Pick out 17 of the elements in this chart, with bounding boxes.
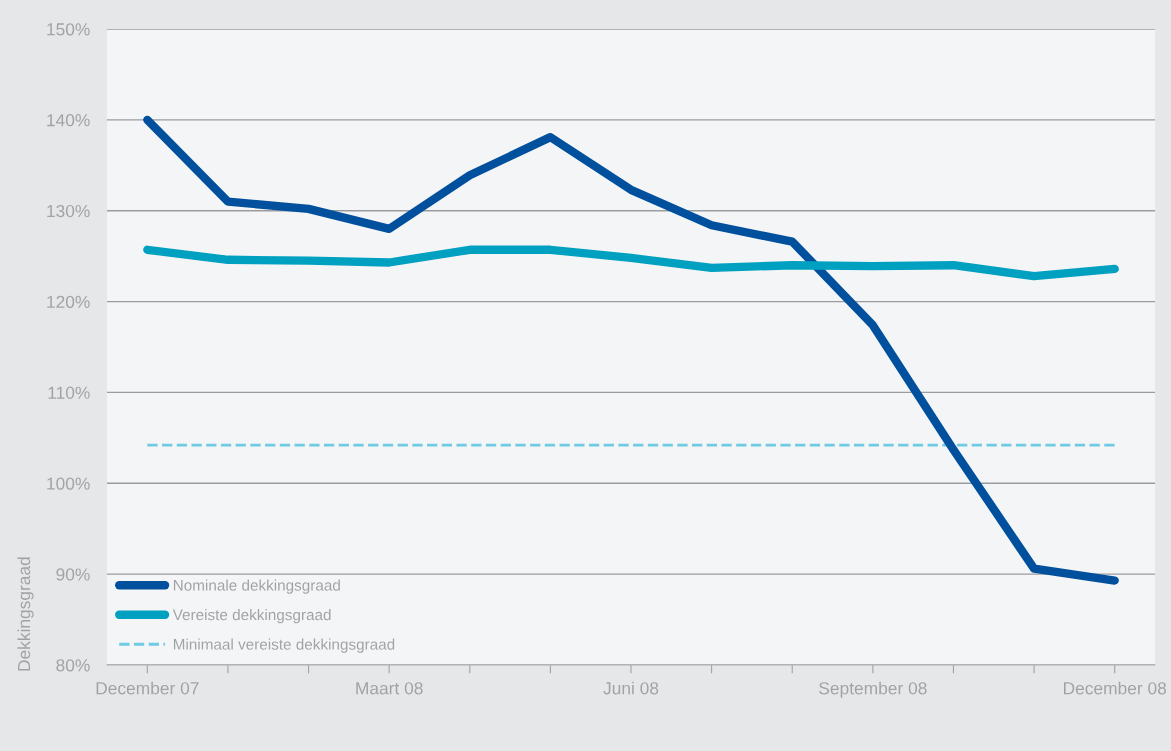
y-axis-title: Dekkingsgraad <box>17 557 34 671</box>
x-tick-label: Juni 08 <box>603 681 659 695</box>
y-tick-label: 80% <box>56 659 90 672</box>
x-tick-label: September 08 <box>819 681 927 698</box>
y-tick-label: 130% <box>47 204 90 218</box>
y-tick-label: 150% <box>47 23 90 36</box>
y-tick-label: 110% <box>48 386 90 399</box>
x-tick-label: Maart 08 <box>356 682 423 695</box>
x-tick-label: December 08 <box>1064 681 1167 695</box>
y-tick-label: 140% <box>47 114 90 127</box>
y-tick-label: 100% <box>47 477 90 490</box>
y-tick-label: 120% <box>47 295 90 309</box>
legend-label: Vereiste dekkingsgraad <box>172 609 331 624</box>
legend-label: Minimaal vereiste dekkingsgraad <box>173 638 395 653</box>
x-tick-label: December 07 <box>96 681 199 695</box>
legend-label: Nominale dekkingsgraad <box>173 579 340 594</box>
y-tick-label: 90% <box>56 568 90 581</box>
